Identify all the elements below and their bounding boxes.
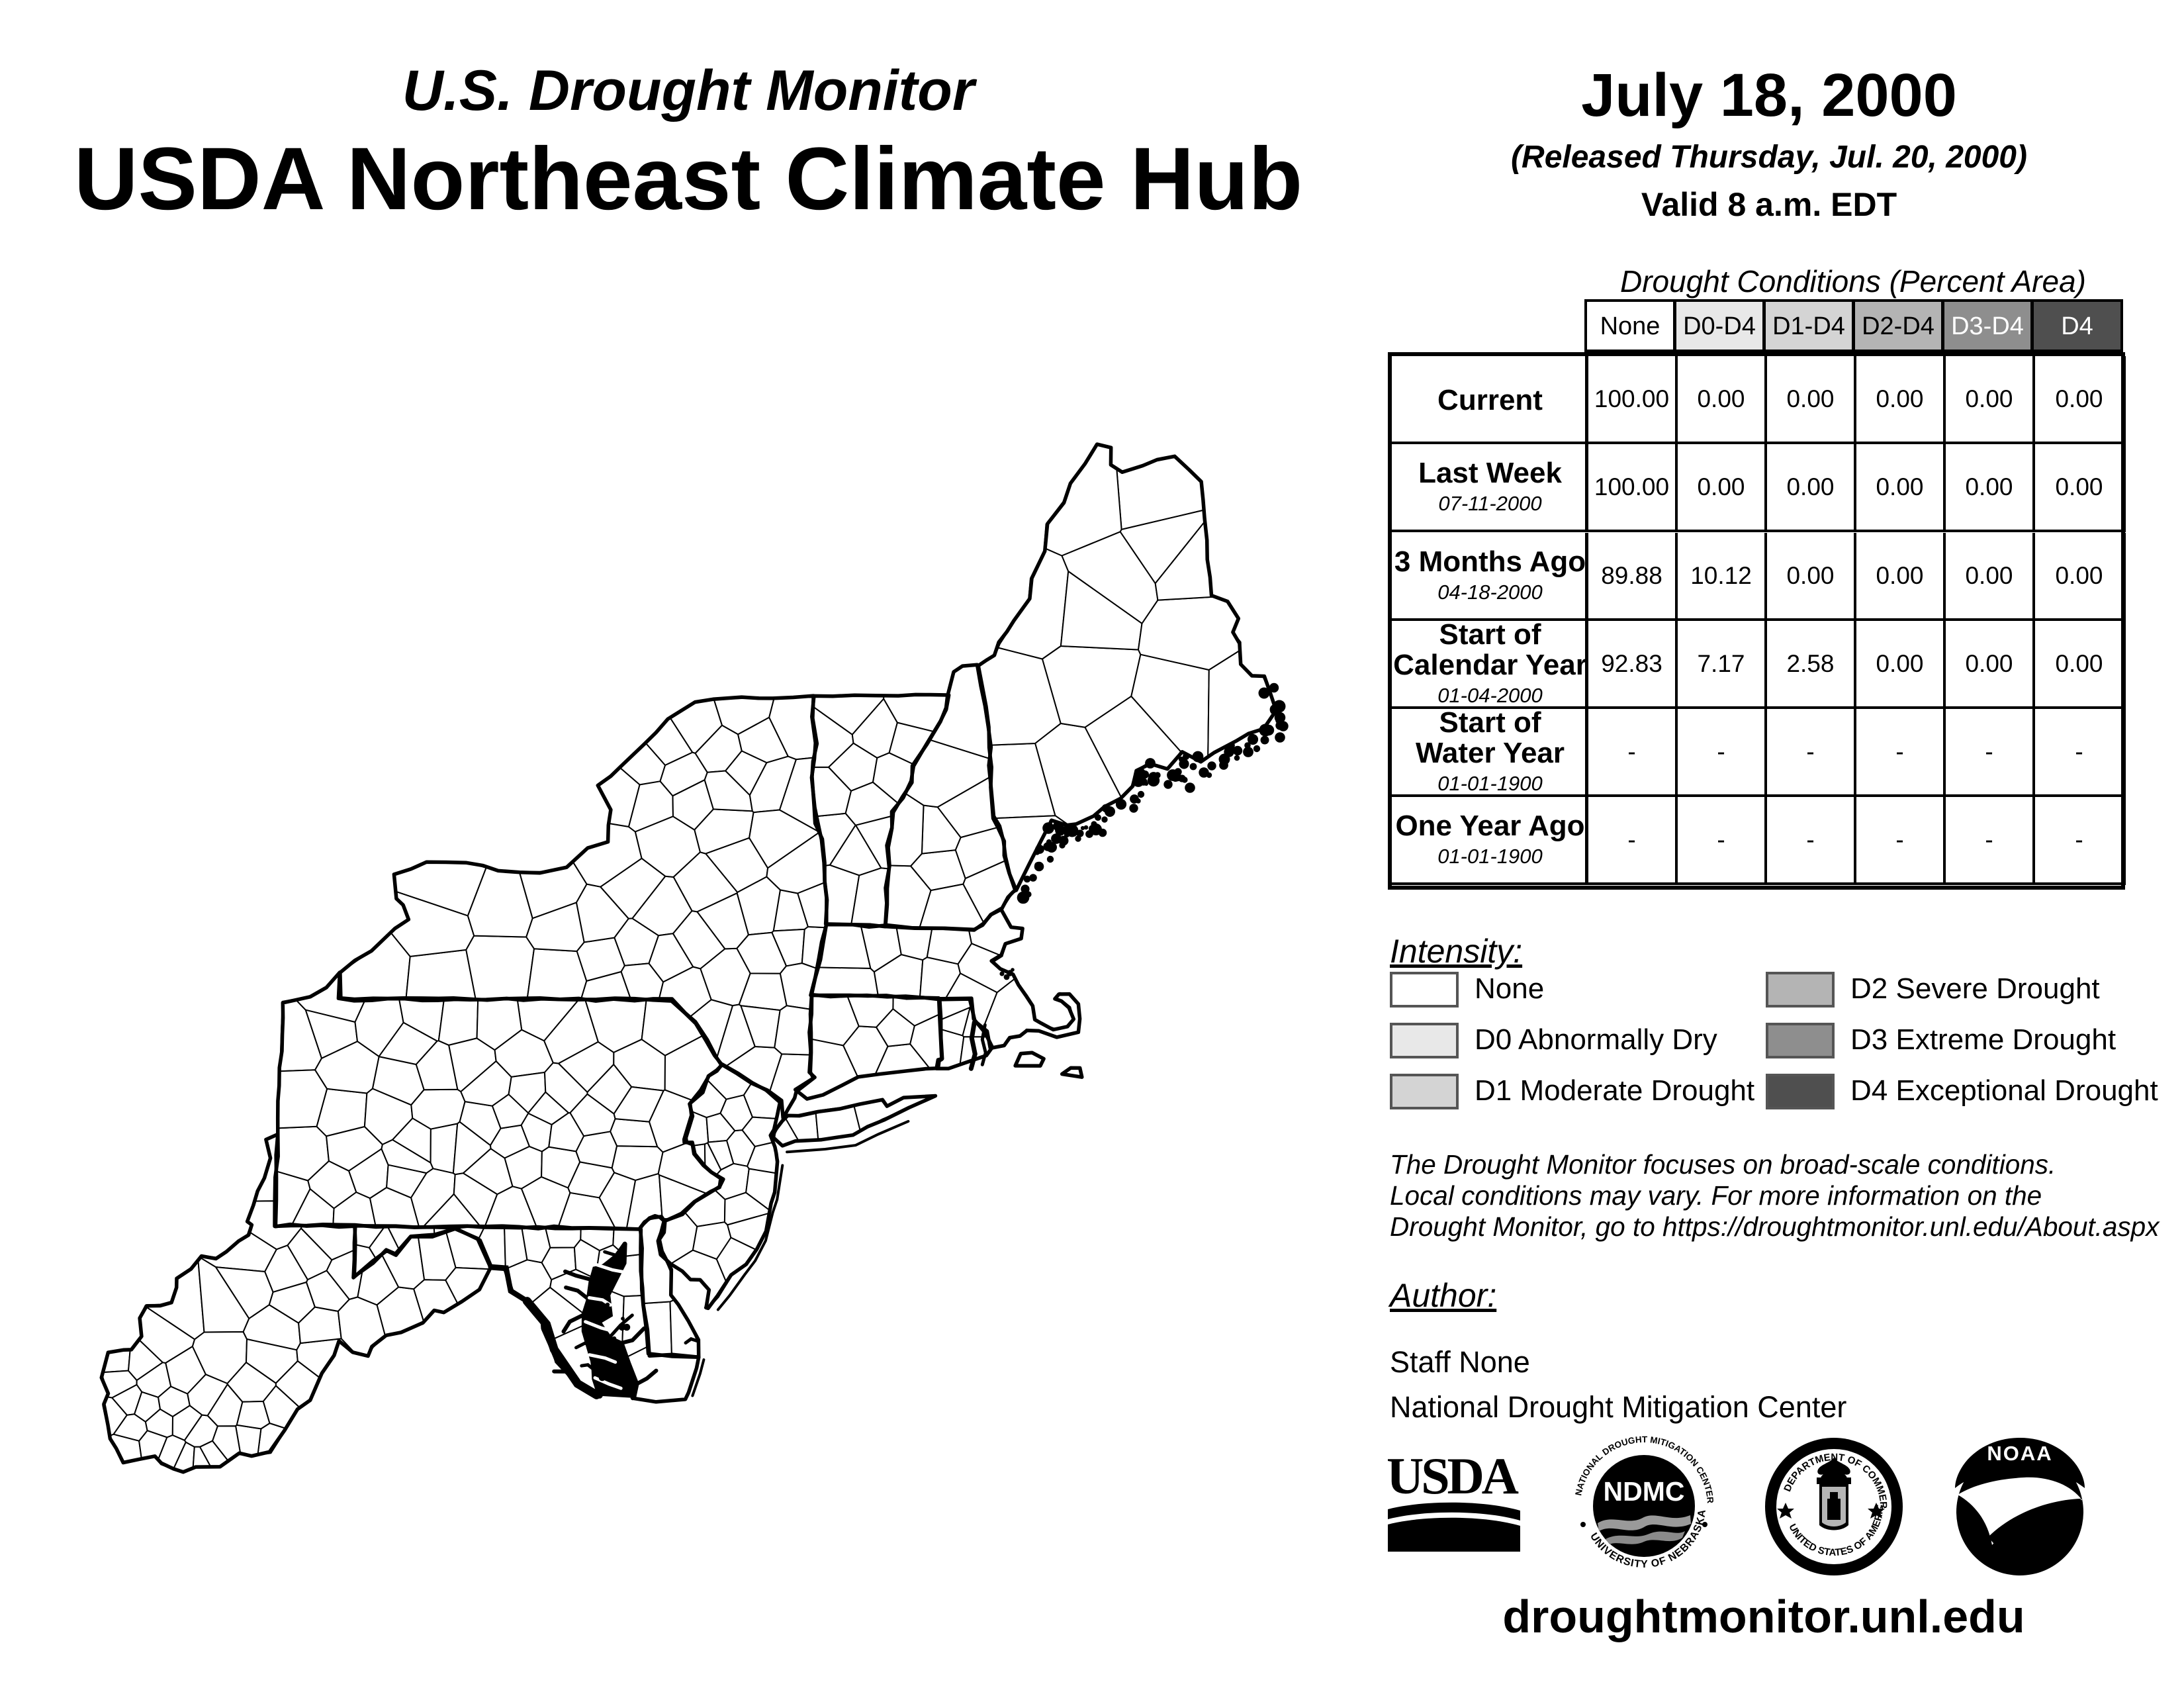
svg-text:NOAA: NOAA (1987, 1442, 2052, 1465)
svg-text:USDA: USDA (1388, 1454, 1519, 1505)
svg-text:NDMC: NDMC (1604, 1476, 1685, 1507)
